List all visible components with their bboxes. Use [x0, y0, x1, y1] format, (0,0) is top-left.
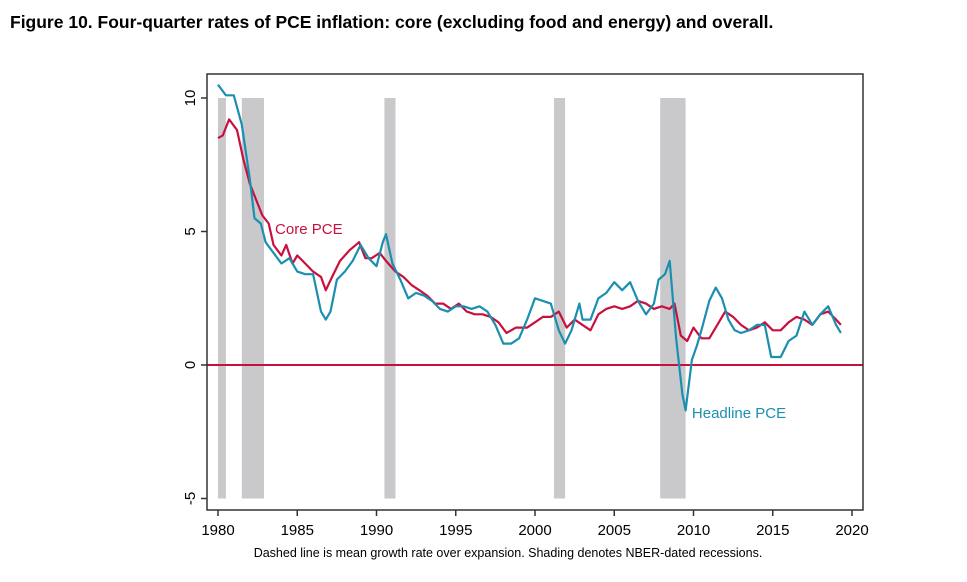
core-pce-line: [217, 118, 842, 343]
headline-pce-line: [217, 84, 842, 412]
chart-note: Dashed line is mean growth rate over exp…: [254, 546, 763, 560]
y-axis: -5 0 5 10: [182, 90, 207, 505]
x-tick-label-1980: 1980: [201, 522, 234, 539]
y-tick-label--5: -5: [182, 492, 199, 505]
headline-pce-label: Headline PCE: [692, 405, 786, 422]
x-tick-label-1990: 1990: [360, 522, 393, 539]
figure-title: Figure 10. Four-quarter rates of PCE inf…: [10, 12, 774, 32]
x-tick-label-2005: 2005: [598, 522, 631, 539]
x-tick-label-2000: 2000: [518, 522, 551, 539]
x-tick-label-2015: 2015: [756, 522, 789, 539]
x-tick-label-1995: 1995: [439, 522, 472, 539]
core-pce-label: Core PCE: [275, 221, 343, 238]
recession-shading: [218, 98, 686, 499]
x-tick-label-2020: 2020: [835, 522, 868, 539]
x-tick-label-1985: 1985: [281, 522, 314, 539]
recession-bar-2: [384, 98, 396, 499]
x-tick-label-2010: 2010: [677, 522, 710, 539]
series-lines: Core PCE Headline PCE: [217, 84, 842, 422]
recession-bar-1: [241, 98, 264, 499]
y-tick-label-10: 10: [182, 90, 199, 107]
recession-bar-0: [218, 98, 226, 499]
y-tick-label-5: 5: [182, 227, 199, 235]
plot-frame: [206, 73, 864, 511]
x-axis: 1980 1985 1990 1995 2000 2005 2010 2015 2020: [201, 510, 869, 539]
recession-bar-3: [554, 98, 566, 499]
y-tick-label-0: 0: [182, 361, 199, 369]
